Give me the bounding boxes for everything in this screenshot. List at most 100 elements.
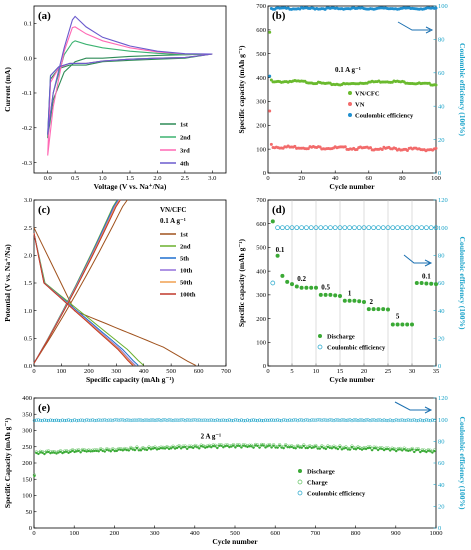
- x-tick-label: 400: [139, 368, 149, 375]
- ce-point: [408, 418, 412, 423]
- y-tick-label: 0.5: [24, 336, 32, 343]
- ce-point: [189, 418, 193, 422]
- ce-point: [289, 225, 295, 231]
- y2-tick-label: 120: [438, 395, 448, 402]
- discharge-point: [419, 450, 422, 454]
- x-axis-label: Cycle number: [329, 182, 375, 191]
- legend-label: 1st: [180, 232, 189, 239]
- discharge-point: [348, 448, 352, 451]
- ce-point: [364, 418, 368, 422]
- ce-point: [412, 418, 416, 422]
- x-tick-label: 300: [150, 530, 160, 537]
- ce-point: [34, 418, 39, 422]
- ce-point: [64, 418, 69, 423]
- ce-point: [284, 418, 288, 422]
- ce-point: [99, 418, 103, 422]
- x-tick-label: 500: [230, 530, 240, 537]
- ce-point: [361, 225, 367, 231]
- charge-curve-1: [33, 199, 128, 364]
- ce-point: [326, 418, 330, 423]
- ce-point: [225, 418, 230, 423]
- ce-point: [157, 418, 161, 422]
- y-tick-label: 100: [22, 493, 32, 500]
- ce-point: [322, 418, 326, 422]
- discharge-point: [342, 298, 347, 303]
- capacity-point-vn: [434, 146, 438, 150]
- discharge-point: [228, 445, 231, 449]
- ce-point: [151, 418, 155, 422]
- ce-point: [378, 418, 382, 422]
- ce-point: [191, 418, 195, 422]
- discharge-point: [270, 446, 273, 449]
- discharge-point: [73, 450, 76, 454]
- ce-point: [145, 418, 149, 422]
- discharge-point: [69, 450, 72, 454]
- y-axis-label: Specific Capacity (mAh g⁻¹): [3, 417, 12, 508]
- ce-point: [386, 418, 390, 423]
- discharge-point: [175, 446, 179, 450]
- ce-point: [400, 418, 404, 422]
- discharge-point: [312, 446, 315, 449]
- discharge-point: [234, 446, 237, 449]
- y2-tick-label: 60: [438, 70, 445, 77]
- x-tick-label: 100: [69, 530, 79, 537]
- discharge-curve-6: [33, 233, 134, 366]
- ce-point: [426, 418, 431, 422]
- y2-tick-label: 0: [438, 170, 441, 177]
- arrow-to-ce-axis: [394, 401, 430, 411]
- ce-point: [334, 418, 338, 422]
- discharge-point: [121, 449, 125, 452]
- rate-label: 0.1: [276, 246, 285, 254]
- ce-point: [155, 418, 159, 422]
- ce-point: [60, 418, 65, 422]
- discharge-point: [401, 449, 404, 452]
- y-tick-label: 3.0: [24, 197, 32, 204]
- y-tick-label: 300: [256, 99, 266, 106]
- ce-point: [229, 418, 234, 423]
- discharge-point: [340, 448, 344, 451]
- y-axis-label: Potential (V vs. Na⁺/Na): [3, 244, 12, 322]
- ce-point: [80, 418, 85, 422]
- discharge-point: [157, 447, 161, 451]
- ce-point: [109, 418, 113, 422]
- ce-point: [169, 418, 173, 422]
- legend-marker: [348, 113, 352, 117]
- ce-point: [263, 418, 268, 422]
- ce-point: [107, 418, 111, 422]
- discharge-point: [411, 448, 414, 451]
- ce-point: [149, 418, 153, 422]
- y-tick-label: 500: [256, 51, 266, 58]
- rate-label: 0.2: [297, 275, 306, 283]
- ce-point: [294, 225, 300, 231]
- discharge-curve-2: [33, 233, 145, 366]
- legend-label: Discharge: [327, 333, 355, 340]
- ce-point: [304, 418, 308, 422]
- x-axis-label: Voltage (V vs. Na⁺/Na): [94, 182, 167, 191]
- y-tick-label: 400: [22, 395, 32, 402]
- ce-point: [46, 418, 51, 423]
- ce-point: [346, 418, 350, 422]
- ce-point: [203, 418, 207, 422]
- ce-point: [368, 418, 372, 423]
- ce-point: [199, 418, 203, 422]
- ce-point: [392, 418, 396, 423]
- legend-marker: [317, 344, 323, 350]
- ce-point: [414, 225, 420, 231]
- ce-point: [286, 418, 290, 423]
- ce-point: [235, 418, 240, 422]
- ce-point: [354, 418, 358, 422]
- ce-point: [390, 225, 396, 231]
- ce-point: [173, 418, 177, 422]
- ce-point: [366, 225, 372, 231]
- ce-point: [328, 418, 332, 422]
- discharge-point: [173, 447, 177, 450]
- ce-point: [135, 418, 139, 422]
- ce-point: [251, 418, 256, 422]
- legend-label: 4th: [180, 161, 189, 168]
- legend-label: 100th: [180, 292, 196, 299]
- ce-point: [221, 418, 225, 422]
- ce-point: [313, 225, 319, 231]
- discharge-curve-5: [33, 233, 135, 366]
- legend-label: Discharge: [307, 468, 335, 475]
- ce-point: [66, 418, 71, 422]
